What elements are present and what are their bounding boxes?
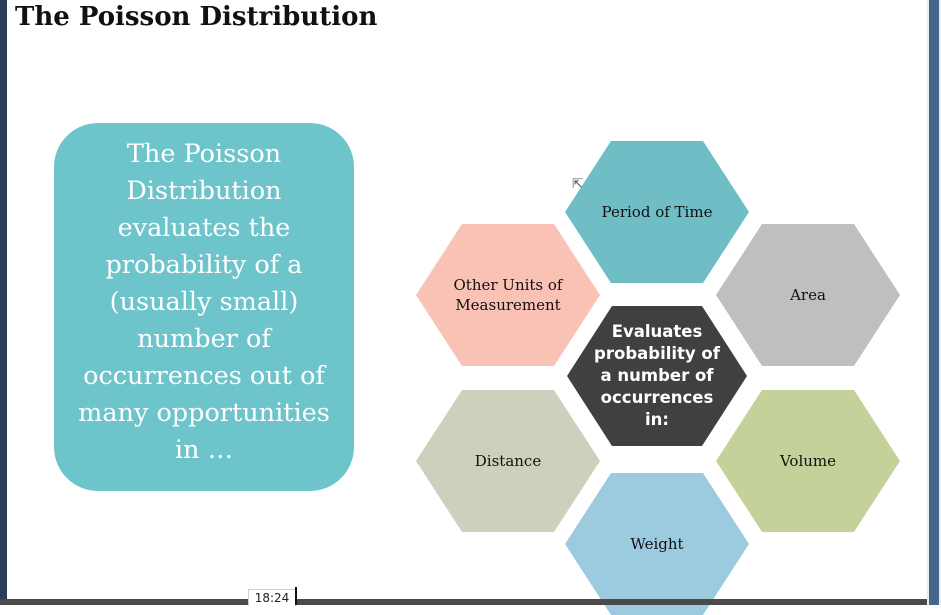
- slide-title: The Poisson Distribution: [15, 2, 378, 32]
- slide: The Poisson Distribution The Poisson Dis…: [7, 0, 927, 615]
- window-left-border: [0, 0, 7, 605]
- mouse-cursor-icon: ⇱: [572, 177, 583, 192]
- hex-label: Weight: [630, 535, 684, 553]
- hex-area: Area: [716, 224, 900, 366]
- hex-center-label: Evaluates probability of a number of occ…: [594, 322, 720, 429]
- hex-label: Other Units of Measurement: [453, 276, 563, 314]
- info-box: The Poisson Distribution evaluates the p…: [54, 123, 354, 491]
- info-text: The Poisson Distribution evaluates the p…: [78, 138, 330, 465]
- hex-volume: Volume: [716, 390, 900, 532]
- scrollbar-track[interactable]: [927, 0, 941, 605]
- hex-other-units: Other Units of Measurement: [416, 224, 600, 366]
- timestamp-label: 18:24: [248, 589, 296, 606]
- hex-period-of-time: Period of Time: [565, 141, 749, 283]
- hex-label: Period of Time: [601, 203, 713, 221]
- hex-label: Distance: [474, 452, 542, 470]
- hex-label: Volume: [779, 452, 837, 470]
- hex-label: Area: [790, 286, 826, 304]
- video-progress-bar[interactable]: [0, 599, 927, 605]
- hex-distance: Distance: [416, 390, 600, 532]
- progress-marker[interactable]: [295, 587, 297, 605]
- hex-weight: Weight: [565, 473, 749, 615]
- scrollbar-thumb[interactable]: [929, 0, 939, 605]
- hex-center: Evaluates probability of a number of occ…: [567, 306, 747, 446]
